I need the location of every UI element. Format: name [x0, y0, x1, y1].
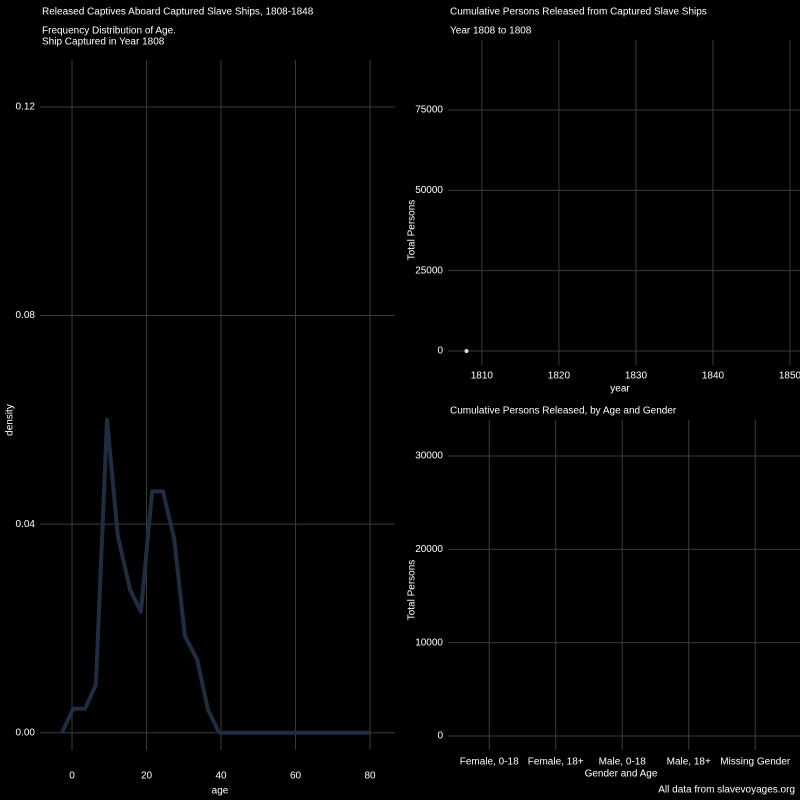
y-tick-label: 0.08: [16, 310, 36, 321]
chart-subtitle: Ship Captured in Year 1808: [42, 37, 165, 48]
x-tick-label: 20: [141, 771, 153, 782]
chart-subtitle: Frequency Distribution of Age.: [42, 26, 176, 37]
density-line: [60, 417, 371, 735]
x-axis-label: year: [610, 384, 630, 395]
y-axis-label: density: [5, 404, 16, 436]
chart-title: Released Captives Aboard Captured Slave …: [42, 7, 314, 18]
x-tick-label: Missing Gender: [720, 757, 791, 768]
y-tick-label: 75000: [415, 105, 443, 116]
caption: All data from slavevoyages.org: [658, 785, 795, 796]
chart-title: Cumulative Persons Released, by Age and …: [450, 406, 677, 417]
y-tick-label: 0.12: [16, 102, 36, 113]
x-tick-label: 1820: [548, 371, 571, 382]
x-tick-label: Male, 18+: [667, 757, 711, 768]
x-tick-label: 1850: [779, 371, 800, 382]
y-tick-label: 25000: [415, 265, 443, 276]
x-tick-label: Male, 0-18: [599, 757, 647, 768]
x-axis-label: Gender and Age: [585, 769, 658, 780]
x-tick-label: 1830: [625, 371, 648, 382]
y-tick-label: 0.04: [16, 519, 36, 530]
x-tick-label: Female, 0-18: [460, 757, 519, 768]
x-axis-label: age: [212, 786, 229, 797]
y-tick-label: 20000: [415, 544, 443, 555]
x-tick-label: 80: [364, 771, 376, 782]
x-tick-label: Female, 18+: [528, 757, 584, 768]
x-tick-label: 1840: [702, 371, 725, 382]
x-tick-label: 60: [290, 771, 302, 782]
x-tick-label: 0: [69, 771, 75, 782]
x-tick-label: 1810: [471, 371, 494, 382]
y-tick-label: 0: [437, 731, 443, 742]
x-tick-label: 40: [215, 771, 227, 782]
y-axis-label: Total Persons: [407, 560, 418, 621]
point: [464, 348, 469, 353]
y-tick-label: 30000: [415, 451, 443, 462]
y-tick-label: 0.00: [16, 727, 36, 738]
y-tick-label: 10000: [415, 637, 443, 648]
chart-title: Cumulative Persons Released from Capture…: [450, 7, 707, 18]
y-tick-label: 50000: [415, 185, 443, 196]
y-tick-label: 0: [437, 346, 443, 357]
chart-subtitle: Year 1808 to 1808: [450, 26, 532, 37]
y-axis-label: Total Persons: [407, 200, 418, 261]
